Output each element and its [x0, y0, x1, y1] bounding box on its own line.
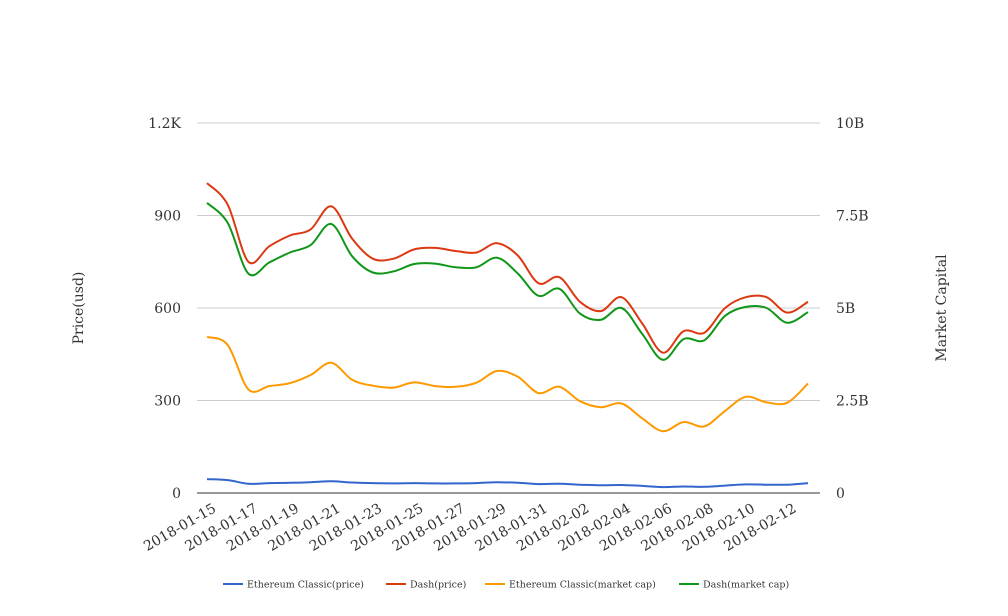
series-line-dash-market-cap — [206, 202, 809, 361]
y-right-axis-title: Market Capital — [934, 254, 950, 362]
y-right-tick-label: 2.5B — [836, 394, 869, 410]
right-axis-ticks: 0 2.5B 5B 7.5B 10B — [836, 116, 869, 502]
y-left-axis-title: Price(usd) — [71, 272, 87, 345]
legend: Ethereum Classic(price) Dash(price) Ethere… — [223, 580, 789, 591]
y-left-tick-label: 900 — [154, 209, 181, 225]
y-right-tick-label: 7.5B — [836, 209, 869, 225]
legend-label: Dash(price) — [410, 580, 466, 591]
x-axis-ticks: 2018-01-152018-01-172018-01-192018-01-21… — [141, 501, 799, 555]
series-lines — [206, 182, 809, 489]
legend-label: Ethereum Classic(market cap) — [509, 580, 656, 591]
y-left-tick-label: 300 — [154, 394, 181, 410]
legend-label: Dash(market cap) — [703, 580, 789, 591]
y-left-tick-label: 0 — [172, 486, 181, 502]
series-line-dash-price — [206, 182, 809, 354]
series-line-ethereum-classic-price — [206, 478, 809, 489]
y-left-tick-label: 600 — [154, 301, 181, 317]
y-left-tick-label: 1.2K — [148, 116, 181, 132]
series-line-ethereum-classic-market-cap — [206, 335, 809, 433]
left-axis-ticks: 0 300 600 900 1.2K — [148, 116, 181, 502]
y-right-tick-label: 0 — [836, 486, 845, 502]
y-right-tick-label: 5B — [836, 301, 855, 317]
gridlines — [197, 122, 820, 494]
legend-label: Ethereum Classic(price) — [247, 580, 364, 591]
y-right-tick-label: 10B — [836, 116, 864, 132]
